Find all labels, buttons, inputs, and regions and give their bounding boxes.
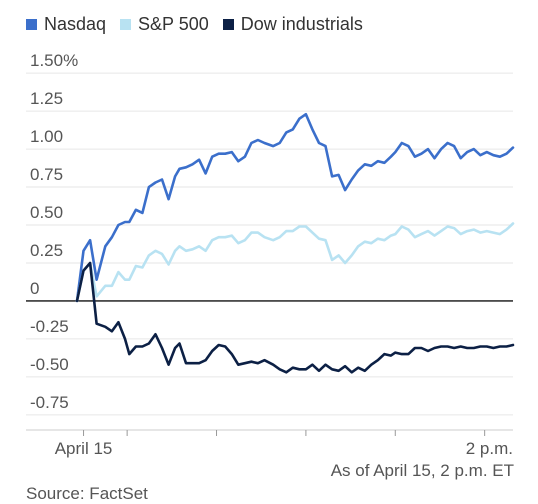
legend-item-nasdaq: Nasdaq <box>26 14 106 35</box>
timestamp-note: As of April 15, 2 p.m. ET <box>330 461 514 480</box>
series-lines <box>75 112 515 374</box>
y-tick-label-3: 0.75 <box>30 165 63 184</box>
legend-label-sp500: S&P 500 <box>138 13 209 34</box>
y-tick-label-0: 1.50% <box>30 51 78 70</box>
source-note: Source: FactSet <box>26 484 148 503</box>
legend-swatch-nasdaq <box>26 18 37 30</box>
y-tick-label-4: 0.50 <box>30 203 63 222</box>
y-tick-label-1: 1.25 <box>30 89 63 108</box>
y-tick-label-5: 0.25 <box>30 241 63 260</box>
y-tick-label-6: 0 <box>30 279 39 298</box>
legend-item-dow: Dow industrials <box>222 13 363 35</box>
series-line-nasdaq <box>75 112 515 303</box>
y-tick-label-9: -0.75 <box>30 393 69 412</box>
y-tick-label-7: -0.25 <box>30 317 69 336</box>
x-tick-label-0: April 15 <box>55 439 113 458</box>
x-tick-label-5: 2 p.m. <box>466 439 513 458</box>
legend-label-dow: Dow industrials <box>240 13 363 34</box>
y-tick-label-8: -0.50 <box>30 355 69 374</box>
x-axis: April 15 2 p.m. <box>26 429 513 458</box>
gridlines <box>26 72 513 416</box>
series-line-s-p-500 <box>75 222 515 303</box>
y-tick-label-2: 1.00 <box>30 127 63 146</box>
legend-label-nasdaq: Nasdaq <box>44 13 107 34</box>
legend-swatch-sp500 <box>120 18 132 30</box>
legend-item-sp500: S&P 500 <box>120 14 209 35</box>
legend-swatch-dow <box>222 18 234 30</box>
series-line-dow-industrials <box>75 261 515 374</box>
y-axis-labels: 1.50% 1.25 1.00 0.75 0.50 0.25 0 -0.25 -0.50 -0.7… <box>30 51 78 412</box>
chart-legend: Nasdaq S&P 500 Dow industrials <box>26 12 377 36</box>
